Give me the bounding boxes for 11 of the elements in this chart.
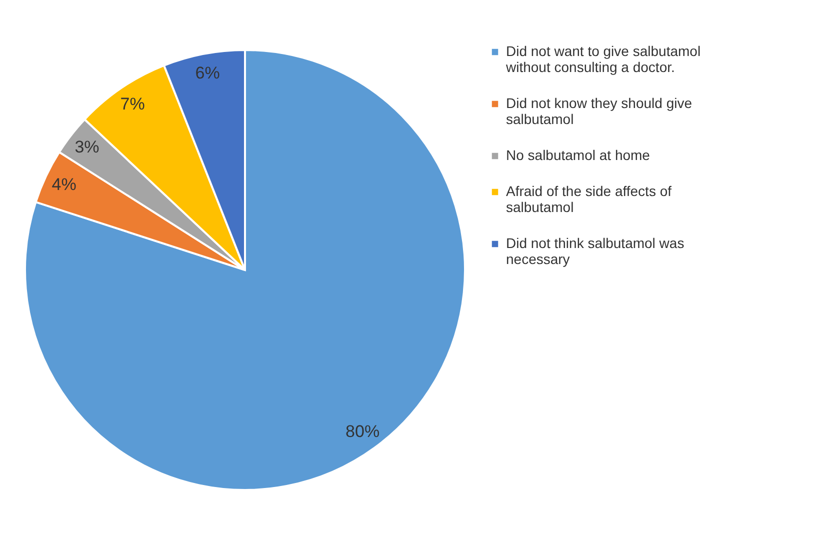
data-label: 3% xyxy=(74,137,100,156)
legend-label: Did not want to give salbutamol without consulting a doctor. xyxy=(505,43,701,75)
data-label: 4% xyxy=(52,174,76,194)
legend-label: Did not know they should give salbutamol xyxy=(506,95,692,127)
data-label: 7% xyxy=(120,94,145,114)
legend-label: Did not think salbutamol was necessary xyxy=(506,235,684,267)
legend-label: Afraid of the side affects of salbutamol xyxy=(506,183,672,215)
data-label: 80% xyxy=(346,422,380,441)
pie-slice xyxy=(24,49,466,491)
data-label: 6% xyxy=(195,64,220,83)
legend-label: No salbutamol at home xyxy=(506,147,650,163)
